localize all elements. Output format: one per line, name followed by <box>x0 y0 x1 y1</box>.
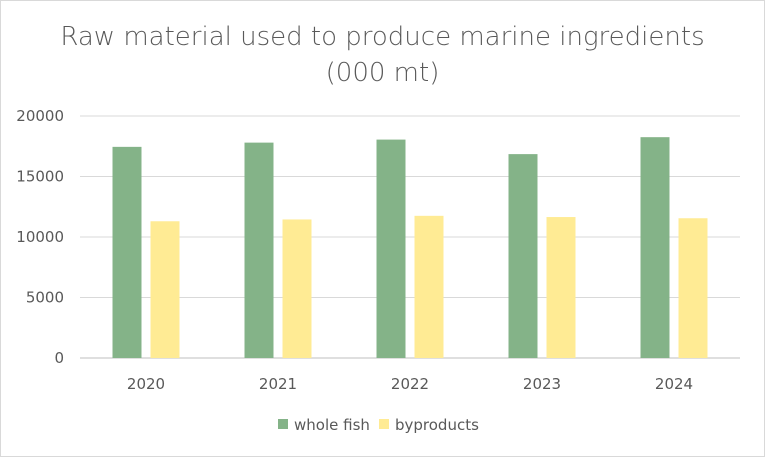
x-tick-label: 2022 <box>391 375 429 393</box>
bar-whole-fish-2020 <box>112 146 142 358</box>
y-tick-label: 15000 <box>16 168 64 186</box>
x-tick-label: 2024 <box>655 375 693 393</box>
legend-swatch-whole-fish <box>278 419 288 429</box>
legend-label-byproducts: byproducts <box>395 416 479 434</box>
x-tick-label: 2021 <box>259 375 297 393</box>
y-tick-label: 10000 <box>16 228 64 246</box>
y-tick-label: 0 <box>54 349 64 367</box>
legend-swatch-byproducts <box>379 419 389 429</box>
y-tick-label: 5000 <box>26 289 64 307</box>
bar-byproducts-2021 <box>282 219 312 358</box>
bar-byproducts-2023 <box>546 217 576 358</box>
bar-byproducts-2022 <box>414 215 444 358</box>
y-tick-label: 20000 <box>16 107 64 125</box>
bar-whole-fish-2021 <box>244 142 274 358</box>
legend-label-whole-fish: whole fish <box>294 416 370 434</box>
chart-subtitle: (000 mt) <box>325 58 440 88</box>
bar-whole-fish-2023 <box>508 154 538 358</box>
bar-byproducts-2024 <box>678 218 708 358</box>
bar-whole-fish-2024 <box>640 137 670 358</box>
x-tick-label: 2023 <box>523 375 561 393</box>
bar-whole-fish-2022 <box>376 139 406 358</box>
x-tick-label: 2020 <box>127 375 165 393</box>
bar-byproducts-2020 <box>150 221 180 358</box>
chart-title: Raw material used to produce marine ingr… <box>60 22 705 52</box>
